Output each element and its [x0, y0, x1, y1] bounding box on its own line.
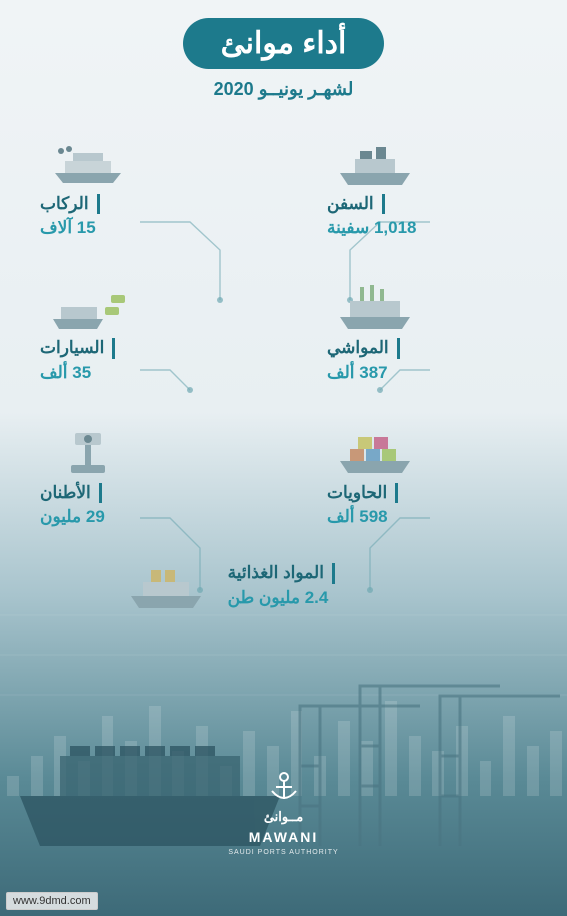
ship-cargo-icon [327, 130, 423, 190]
brand-logo: مــوانئ MAWANI SAUDI PORTS AUTHORITY [228, 769, 338, 856]
stats-row-3: المواد الغذائية 2.4 مليون طن [40, 563, 527, 607]
stat-value: 387 ألف [327, 363, 399, 383]
ship-container-icon [327, 419, 423, 479]
stat-cars: السيارات 35 ألف [40, 274, 240, 382]
stats-grid: السفن 1,018 سفينة الركاب 15 آلاف المواشي… [0, 130, 567, 608]
ship-passenger-icon [40, 130, 136, 190]
stats-row-1: المواشي 387 ألف السيارات 35 ألف [40, 274, 527, 382]
stat-label: الحاويات [327, 483, 398, 503]
watermark: www.9dmd.com [6, 892, 98, 910]
stat-label: السيارات [40, 338, 115, 358]
anchor-icon [266, 769, 302, 805]
stats-row-2: الحاويات 598 ألف الأطنان 29 مليون [40, 419, 527, 527]
stats-row-0: السفن 1,018 سفينة الركاب 15 آلاف [40, 130, 527, 238]
stat-value: 598 ألف [327, 507, 399, 527]
stat-label: المواد الغذائية [228, 563, 335, 583]
stat-label: الأطنان [40, 483, 102, 503]
stat-value: 35 ألف [40, 363, 102, 383]
title-text: أداء موانئ [221, 27, 347, 60]
stat-containers: الحاويات 598 ألف [327, 419, 527, 527]
ship-cars-icon [40, 274, 136, 334]
stat-tons: الأطنان 29 مليون [40, 419, 240, 527]
ship-livestock-icon [327, 274, 423, 334]
stat-livestock: المواشي 387 ألف [327, 274, 527, 382]
brand-sub: SAUDI PORTS AUTHORITY [228, 849, 338, 856]
stat-label: الركاب [40, 194, 100, 214]
stat-label: المواشي [327, 338, 400, 358]
stat-value: 1,018 سفينة [327, 218, 428, 238]
header: أداء موانئ لشهـر يونيــو 2020 [0, 0, 567, 100]
subtitle: لشهـر يونيــو 2020 [0, 79, 567, 100]
stat-food: المواد الغذائية 2.4 مليون طن [228, 563, 340, 607]
title-badge: أداء موانئ [183, 18, 385, 69]
stat-label: السفن [327, 194, 385, 214]
stat-value: 29 مليون [40, 507, 116, 527]
stat-value: 2.4 مليون طن [228, 588, 340, 608]
scale-icon [40, 419, 136, 479]
brand-en: MAWANI [249, 829, 319, 845]
stat-ships: السفن 1,018 سفينة [327, 130, 527, 238]
stat-value: 15 آلاف [40, 218, 107, 238]
brand-ar: مــوانئ [264, 809, 303, 825]
stat-passengers: الركاب 15 آلاف [40, 130, 240, 238]
ship-food-icon [118, 553, 214, 613]
